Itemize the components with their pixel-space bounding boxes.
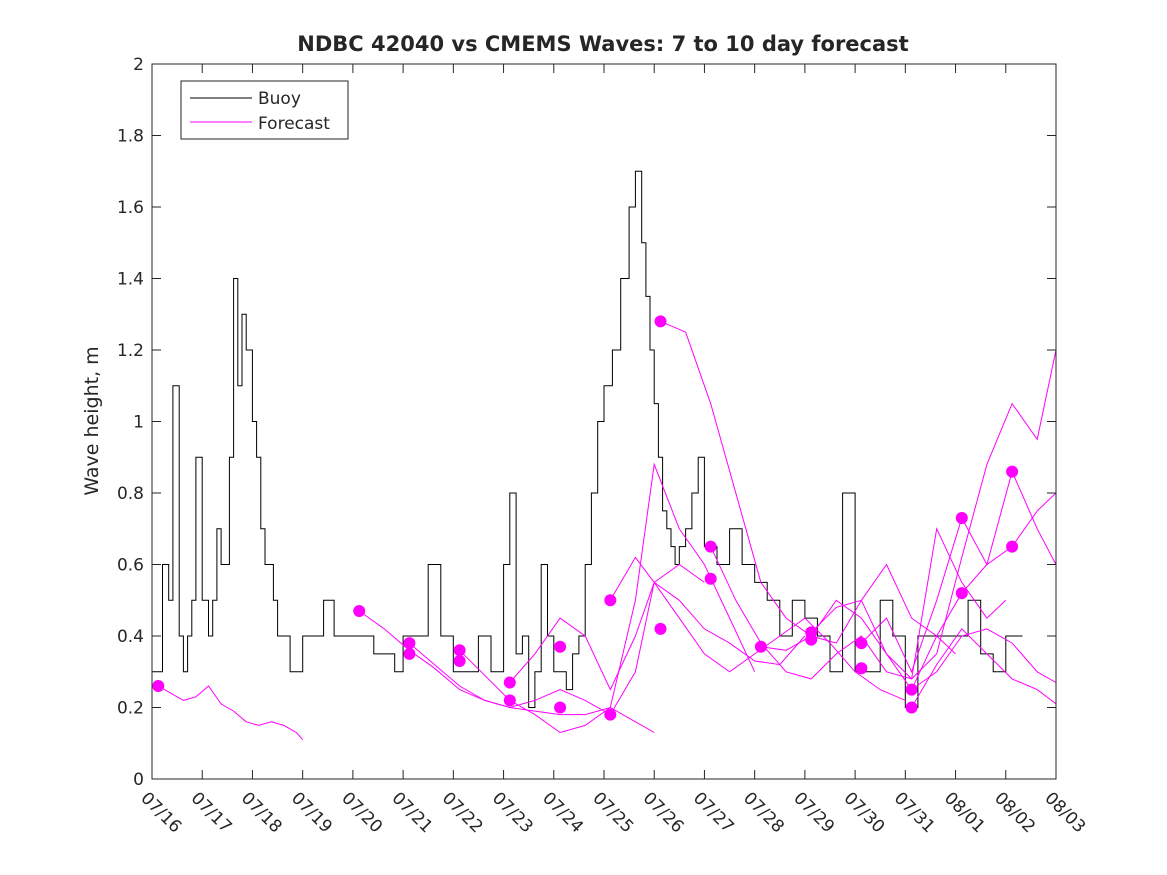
forecast-marker-point bbox=[855, 637, 868, 650]
forecast-marker-point bbox=[604, 594, 617, 607]
forecast-marker-point bbox=[754, 640, 767, 653]
forecast-marker-point bbox=[1006, 540, 1019, 553]
y-tick-label: 1.8 bbox=[117, 127, 144, 147]
y-tick-label: 0.2 bbox=[117, 699, 144, 719]
forecast-run-line-13 bbox=[911, 628, 1057, 708]
y-axis-label: Wave height, m bbox=[81, 346, 103, 495]
forecast-marker-point bbox=[554, 640, 567, 653]
forecast-marker-point bbox=[955, 512, 968, 524]
y-tick-label: 0.4 bbox=[117, 627, 144, 647]
legend-box bbox=[180, 80, 349, 140]
chart-title: NDBC 42040 vs CMEMS Waves: 7 to 10 day f… bbox=[297, 32, 908, 56]
forecast-marker-point bbox=[403, 647, 416, 660]
forecast-marker-point bbox=[503, 676, 516, 689]
forecast-marker-point bbox=[353, 605, 366, 617]
forecast-marker-point bbox=[704, 540, 717, 553]
y-tick-label: 1.4 bbox=[117, 270, 144, 290]
forecast-marker-point bbox=[955, 587, 968, 600]
forecast-marker-point bbox=[453, 644, 466, 657]
forecast-marker-point bbox=[503, 694, 516, 707]
legend: Buoy Forecast bbox=[180, 80, 349, 140]
forecast-run-line-6 bbox=[609, 556, 906, 701]
forecast-marker-point bbox=[654, 315, 667, 328]
forecast-marker-point bbox=[905, 701, 918, 714]
y-tick-label: 2 bbox=[133, 55, 144, 75]
forecast-marker-point bbox=[554, 701, 567, 714]
y-tick-label: 1.2 bbox=[117, 341, 144, 361]
forecast-run-line-10 bbox=[810, 349, 1057, 680]
forecast-marker-point bbox=[704, 572, 717, 585]
forecast-marker-point bbox=[453, 655, 466, 667]
legend-label-buoy: Buoy bbox=[258, 89, 301, 109]
y-tick-label: 1 bbox=[133, 413, 144, 433]
forecast-marker-point bbox=[905, 683, 918, 696]
forecast-marker-point bbox=[403, 637, 416, 650]
y-tick-label: 1.6 bbox=[117, 198, 144, 218]
forecast-marker-point bbox=[855, 662, 868, 675]
forecast-marker-point bbox=[654, 622, 667, 635]
forecast-marker-point bbox=[805, 633, 818, 646]
forecast-run-line-1 bbox=[158, 685, 304, 741]
forecast-run-line-12 bbox=[911, 470, 1057, 690]
forecast-marker-point bbox=[152, 680, 165, 692]
y-tick-label: 0.6 bbox=[117, 556, 144, 576]
y-tick-label: 0.8 bbox=[117, 484, 144, 504]
legend-label-forecast: Forecast bbox=[258, 114, 330, 134]
forecast-marker-point bbox=[1006, 465, 1019, 478]
forecast-marker-point bbox=[604, 708, 617, 721]
y-tick-label: 0 bbox=[133, 770, 144, 790]
series-line-buoy bbox=[152, 170, 1023, 708]
